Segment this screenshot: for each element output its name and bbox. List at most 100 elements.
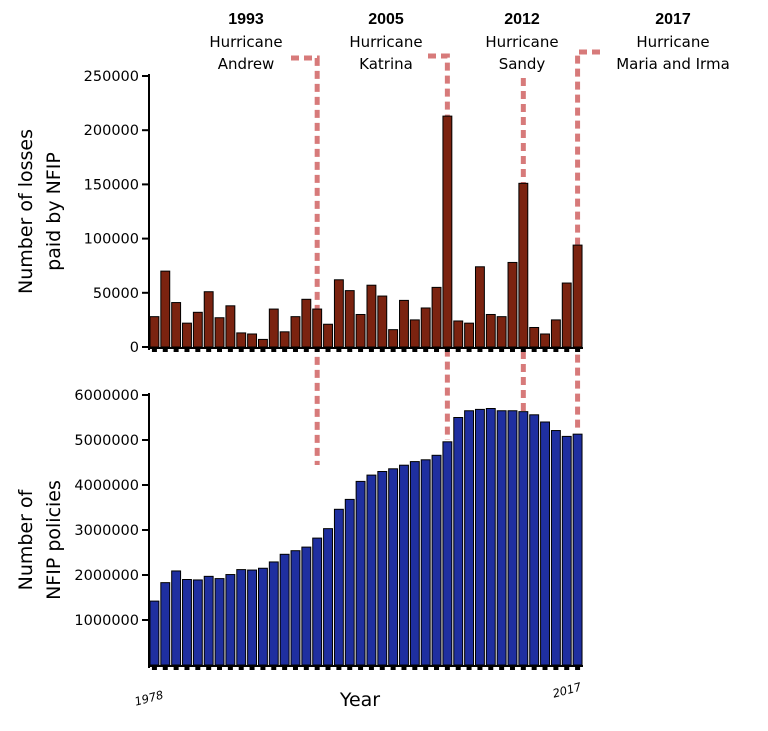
policies-bar-2017 <box>572 433 583 666</box>
losses-bar-1992 <box>301 298 312 348</box>
losses-bar-2001 <box>399 299 409 348</box>
losses-bar-1984 <box>214 317 225 348</box>
annotation-line2-2005: Katrina <box>359 55 413 73</box>
policies-xtick-mark-2015 <box>553 665 559 670</box>
losses-bar-2006 <box>453 320 464 348</box>
losses-bar-1996 <box>344 290 355 348</box>
annotation-line1-2012: Hurricane <box>485 33 558 51</box>
annotation-year-2012: 2012 <box>504 11 540 28</box>
losses-bar-2002 <box>409 319 420 348</box>
policies-ylabel-line-1: Number of <box>15 488 37 590</box>
annotation-line1-2017: Hurricane <box>636 33 709 51</box>
annotation-line2-2012: Sandy <box>499 55 546 73</box>
policies-xtick-mark-1981 <box>184 665 190 670</box>
losses-bar-2009 <box>485 313 496 348</box>
policies-bar-1980 <box>171 570 182 666</box>
losses-bar-1994 <box>323 323 333 348</box>
policies-xtick-mark-2012 <box>520 665 526 670</box>
policies-xtick-mark-1986 <box>238 665 244 670</box>
policies-xtick-mark-1995 <box>336 665 342 670</box>
policies-xtick-mark-1997 <box>358 665 364 670</box>
policies-bar-1992 <box>301 546 312 666</box>
annotation-year-2017: 2017 <box>655 11 691 28</box>
losses-xtick-mark-1983 <box>206 347 212 352</box>
policies-bar-2003 <box>420 459 431 666</box>
policies-xtick-mark-2010 <box>499 665 505 670</box>
policies-chart: 1000000 2000000 3000000 4000000 5000000 60000… <box>15 388 584 711</box>
policies-ytick-label-6000000: 6000000 <box>74 388 139 404</box>
event-line-2017 <box>575 49 600 430</box>
policies-bar-1993 <box>312 537 323 666</box>
policies-bar-2012 <box>518 411 529 666</box>
annotation-year-1993: 1993 <box>228 11 264 28</box>
losses-bar-2017 <box>572 244 583 348</box>
losses-bar-1991 <box>290 316 301 348</box>
losses-bar-2015 <box>550 319 561 348</box>
policies-bar-1991 <box>290 550 301 666</box>
policies-xtick-mark-1987 <box>249 665 255 670</box>
losses-xtick-mark-1981 <box>184 347 190 352</box>
losses-bar-1983 <box>203 291 214 348</box>
policies-xtick-mark-2004 <box>434 665 440 670</box>
policies-bar-2007 <box>464 410 475 666</box>
policies-xtick-mark-1990 <box>282 665 288 670</box>
losses-ytick-label-0: 0 <box>130 340 139 356</box>
losses-xtick-mark-1999 <box>379 347 385 352</box>
policies-xtick-mark-2007 <box>466 665 472 670</box>
policies-bar-2000 <box>388 468 399 666</box>
xtick-label-first: 1978 <box>133 688 165 709</box>
policies-xtick-mark-1993 <box>314 665 320 670</box>
losses-xtick-mark-1982 <box>195 347 201 352</box>
policies-xtick-mark-2001 <box>401 665 407 670</box>
policies-xtick-mark-1980 <box>173 665 179 670</box>
losses-xtick-mark-1989 <box>271 347 277 352</box>
x-axis-label: Year <box>339 689 380 711</box>
losses-bar-2010 <box>496 316 507 348</box>
policies-xtick-mark-2014 <box>542 665 548 670</box>
losses-ytick-label-50000: 50000 <box>93 286 139 302</box>
policies-bar-1981 <box>182 579 192 666</box>
losses-xtick-mark-2005 <box>444 347 450 352</box>
annotation-line1-2005: Hurricane <box>349 33 422 51</box>
losses-xtick-mark-2010 <box>499 347 505 352</box>
losses-bar-1986 <box>236 332 247 348</box>
policies-xtick-mark-2008 <box>477 665 483 670</box>
losses-bar-1990 <box>279 331 290 348</box>
policies-ylabel-line-2: NFIP policies <box>43 480 65 600</box>
annotation-line1-1993: Hurricane <box>209 33 282 51</box>
policies-xtick-mark-2000 <box>390 665 396 670</box>
policies-xtick-mark-2013 <box>531 665 537 670</box>
losses-bar-2012 <box>518 182 529 348</box>
policies-xtick-mark-2002 <box>412 665 418 670</box>
losses-bar-2007 <box>464 322 475 348</box>
losses-xtick-mark-1992 <box>303 347 309 352</box>
losses-xtick-mark-1996 <box>347 347 353 352</box>
losses-xtick-mark-2009 <box>488 347 494 352</box>
losses-ylabel-line-2: paid by NFIP <box>43 152 65 271</box>
policies-bar-2009 <box>485 408 496 666</box>
policies-bar-2016 <box>561 435 572 666</box>
losses-xtick-mark-1997 <box>358 347 364 352</box>
losses-xtick-mark-1988 <box>260 347 266 352</box>
losses-bar-2016 <box>561 282 572 348</box>
policies-bar-2008 <box>474 408 485 666</box>
policies-ytick-label-3000000: 3000000 <box>74 523 139 539</box>
policies-bar-1995 <box>333 508 344 666</box>
losses-bar-2014 <box>540 333 550 348</box>
policies-ytick-label-2000000: 2000000 <box>74 568 139 584</box>
policies-xtick-mark-2003 <box>423 665 429 670</box>
policies-bar-2001 <box>399 464 409 666</box>
losses-xtick-mark-1979 <box>162 347 168 352</box>
losses-bar-2008 <box>474 266 485 348</box>
losses-bar-2000 <box>388 329 399 348</box>
losses-bar-1993 <box>312 308 323 348</box>
losses-xtick-mark-1991 <box>292 347 298 352</box>
policies-xtick-mark-1998 <box>368 665 374 670</box>
losses-xtick-mark-2007 <box>466 347 472 352</box>
losses-bar-2004 <box>431 286 442 348</box>
losses-xtick-mark-1993 <box>314 347 320 352</box>
policies-bar-1986 <box>236 569 247 666</box>
policies-bar-2005 <box>442 441 453 666</box>
policies-bar-2010 <box>496 410 507 666</box>
